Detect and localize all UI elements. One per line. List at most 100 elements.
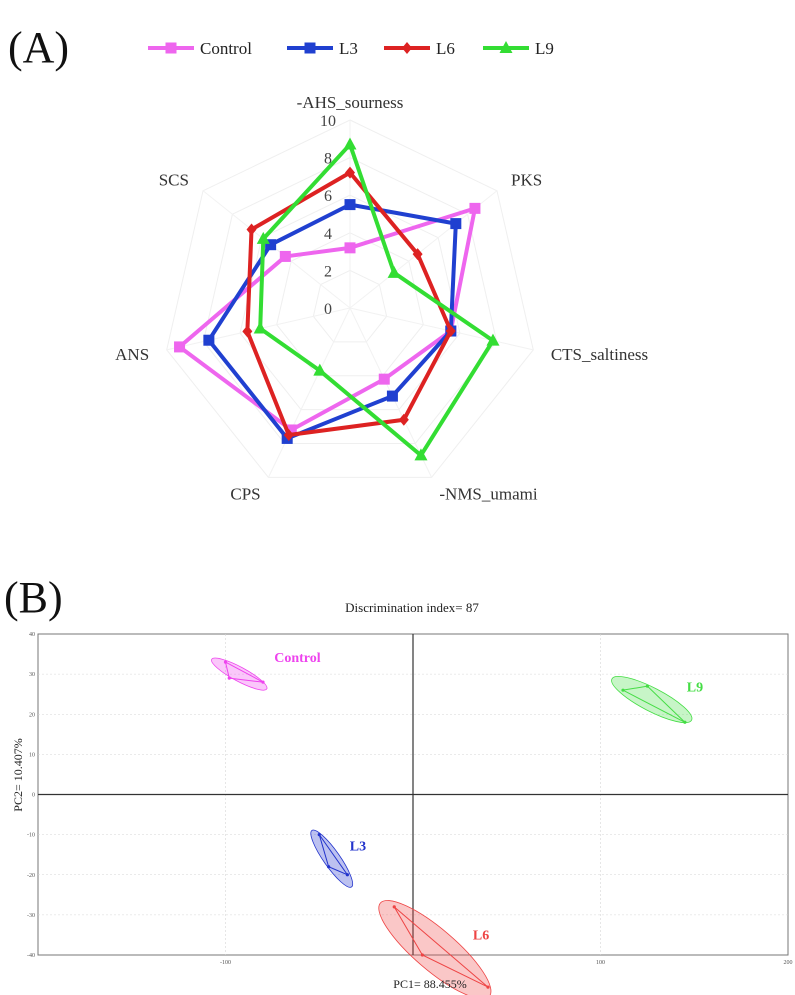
- radar-point: [343, 137, 357, 150]
- pca-group-hull: [318, 834, 349, 876]
- radar-point: [285, 424, 297, 436]
- pca-x-tick: 200: [784, 960, 793, 966]
- radar-ring-10: [166, 119, 534, 478]
- radar-axis-label: -NMS_umami: [439, 485, 537, 504]
- radar-ring-6: [239, 194, 461, 411]
- pca-group-hull: [224, 661, 264, 683]
- legend-label-l6: L6: [436, 39, 455, 58]
- pca-group-label: L3: [350, 840, 366, 855]
- radar-point: [469, 202, 481, 214]
- radar-point: [283, 429, 294, 442]
- pca-point: [227, 676, 231, 680]
- pca-group-ellipse: [310, 829, 354, 888]
- pca-y-tick: 0: [32, 793, 35, 799]
- radar-ring-label: 2: [324, 263, 332, 280]
- pca-y-tick: 30: [29, 672, 35, 678]
- radar-point: [414, 448, 428, 461]
- radar-point: [345, 166, 355, 179]
- radar-chart-panel: (A) Control L3 L6 L9 0 2 4 6 8 10 -AHS_sourness P…: [8, 23, 648, 504]
- legend-marker-control: [165, 42, 177, 54]
- pca-point: [683, 720, 687, 724]
- radar-ring-label: 0: [324, 301, 332, 318]
- pca-group-l9: L9: [611, 676, 703, 724]
- radar-point: [313, 363, 327, 376]
- radar-axis-label: SCS: [159, 171, 189, 190]
- pca-group-l6: L6: [378, 900, 492, 995]
- pca-group-ellipse: [611, 676, 693, 724]
- pca-group-ellipse: [378, 900, 492, 995]
- pca-y-tick: 20: [29, 712, 35, 718]
- pca-y-tick: 10: [29, 752, 35, 758]
- radar-spoke: [267, 307, 351, 478]
- radar-point: [279, 250, 291, 262]
- radar-series-l9: [253, 137, 500, 461]
- pca-group-l3: L3: [310, 829, 366, 888]
- radar-point: [253, 321, 267, 334]
- radar-point: [412, 248, 423, 261]
- pca-point: [645, 684, 649, 688]
- pca-group-label: Control: [274, 651, 321, 666]
- pca-group-label: L6: [473, 929, 489, 944]
- pca-groups: Control L3 L6 L9: [211, 651, 703, 995]
- pca-y-tick: -20: [27, 873, 35, 879]
- radar-point: [445, 325, 456, 338]
- pca-point: [223, 660, 228, 664]
- radar-axis-labels: -AHS_sourness PKS CTS_saltiness -NMS_umami C…: [115, 93, 648, 504]
- pca-point: [327, 865, 331, 869]
- radar-point: [256, 231, 270, 244]
- pca-grid: [37, 633, 789, 956]
- radar-point: [387, 265, 401, 278]
- pca-x-tick: 100: [596, 960, 605, 966]
- radar-point: [486, 333, 500, 346]
- radar-point: [203, 334, 215, 346]
- radar-series-line: [245, 170, 453, 438]
- radar-axis-label: -AHS_sourness: [297, 93, 404, 112]
- radar-point: [378, 373, 390, 385]
- radar-spoke: [202, 190, 351, 309]
- pca-group-ellipse: [211, 657, 268, 691]
- radar-point: [265, 239, 277, 251]
- panel-label-b: (B): [4, 573, 63, 622]
- radar-axis-label: PKS: [511, 171, 542, 190]
- radar-axis-label: CTS_saltiness: [551, 345, 648, 364]
- radar-point: [344, 199, 356, 211]
- pca-y-axis-title: PC2= 10.407%: [11, 738, 25, 811]
- radar-ring-label: 8: [324, 151, 332, 168]
- radar-axis-label: CPS: [230, 485, 260, 504]
- radar-ring-label: 4: [324, 226, 332, 243]
- pca-point: [317, 833, 321, 837]
- pca-point: [621, 688, 625, 692]
- radar-series-line: [177, 206, 477, 432]
- pca-y-tick: -40: [27, 953, 35, 959]
- pca-chart-panel: (B) Discrimination index= 87 403020100-1…: [4, 573, 793, 995]
- pca-y-tick: 40: [29, 632, 35, 638]
- radar-ring-4: [276, 232, 424, 377]
- radar-series: [174, 137, 500, 461]
- radar-point: [242, 325, 253, 338]
- pca-point: [420, 953, 424, 957]
- legend-marker-l3: [304, 42, 316, 54]
- legend-label-control: Control: [200, 39, 252, 58]
- radar-ring-2: [312, 269, 388, 343]
- radar-point: [246, 223, 257, 236]
- pca-y-tick: -10: [27, 833, 35, 839]
- radar-point: [398, 413, 409, 426]
- radar-spoke: [349, 307, 534, 351]
- radar-series-line: [206, 202, 458, 441]
- pca-group-label: L9: [687, 681, 703, 696]
- panel-label-a: (A): [8, 23, 69, 72]
- pca-point: [261, 680, 265, 684]
- pca-group-control: Control: [211, 651, 321, 691]
- pca-group-hull: [393, 906, 489, 988]
- radar-ring-label: 6: [324, 188, 332, 205]
- legend-label-l3: L3: [339, 39, 358, 58]
- pca-point: [486, 985, 490, 989]
- radar-point: [344, 242, 356, 254]
- radar-legend: Control L3 L6 L9: [148, 39, 554, 58]
- legend-marker-l6: [402, 42, 412, 54]
- legend-label-l9: L9: [535, 39, 554, 58]
- radar-series-line: [258, 142, 495, 458]
- pca-title: Discrimination index= 87: [345, 600, 479, 615]
